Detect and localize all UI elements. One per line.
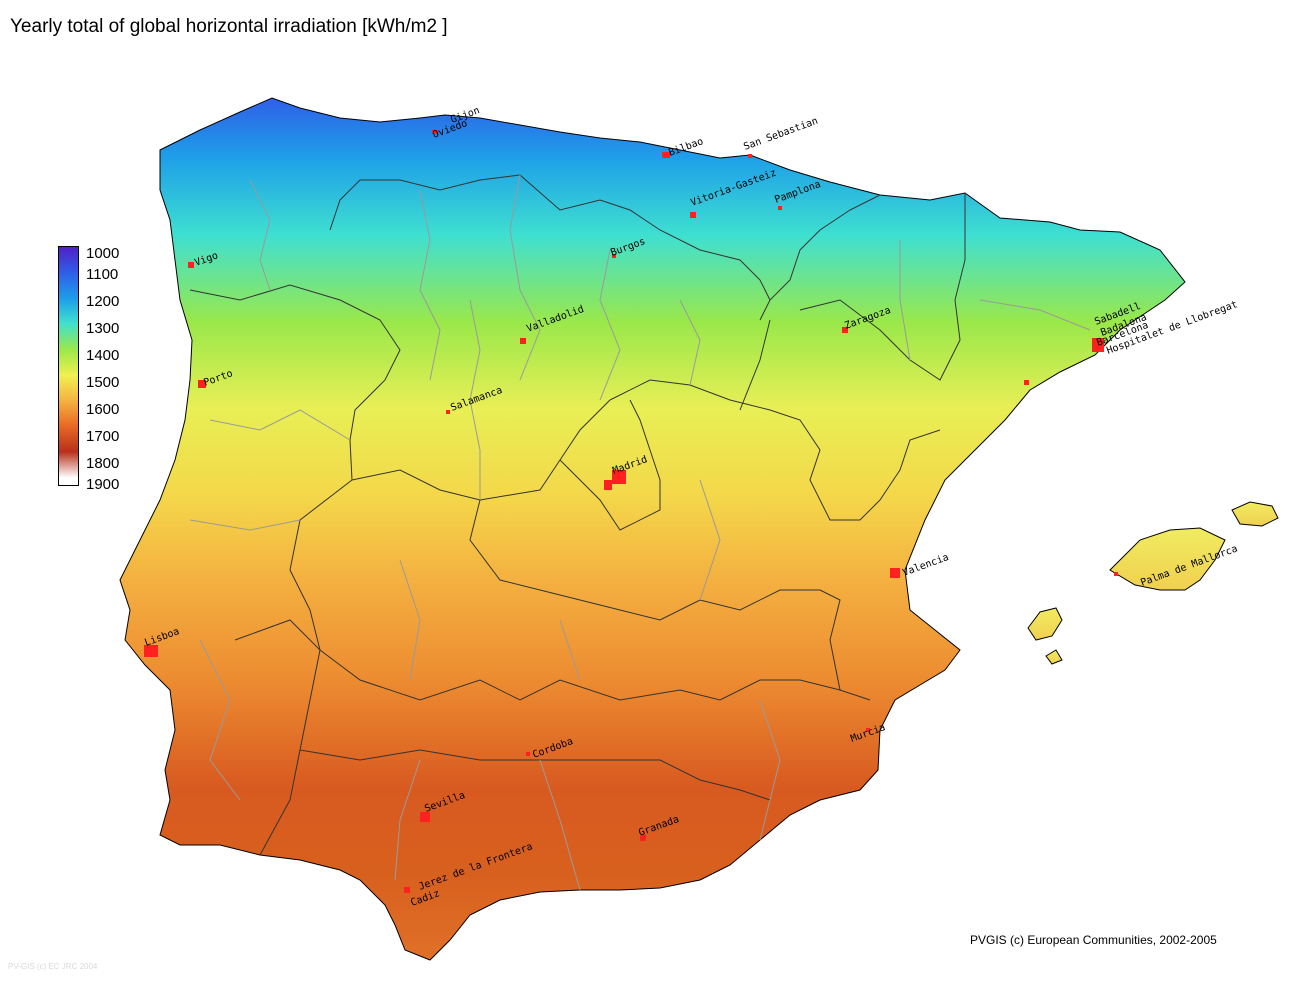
legend-label: 1300 xyxy=(86,320,120,337)
legend-label: 1900 xyxy=(86,476,120,493)
legend-label: 1400 xyxy=(86,347,120,364)
map-title: Yearly total of global horizontal irradi… xyxy=(10,16,448,37)
legend-label: 1700 xyxy=(86,428,120,445)
ibiza-island xyxy=(1027,607,1063,641)
legend-label: 1200 xyxy=(86,293,120,310)
city-label: San Sebastian xyxy=(742,116,819,153)
legend-label: 1800 xyxy=(86,455,120,472)
copyright-text: PVGIS (c) European Communities, 2002-200… xyxy=(970,933,1217,947)
legend-label: 1000 xyxy=(86,245,120,262)
watermark-text: PV-GIS (c) EC JRC 2004 xyxy=(8,962,98,971)
legend-label: 1100 xyxy=(86,266,119,283)
province-borders xyxy=(189,174,1091,891)
urban-areas xyxy=(144,130,1118,893)
formentera-island xyxy=(1045,649,1063,665)
legend-label: 1600 xyxy=(86,401,120,418)
legend-label: 1500 xyxy=(86,374,120,391)
menorca-island xyxy=(1231,501,1279,527)
mallorca-island xyxy=(1109,527,1226,591)
region-borders xyxy=(189,174,966,856)
iberia-landmass xyxy=(119,97,1186,961)
legend-color-bar xyxy=(58,246,79,486)
